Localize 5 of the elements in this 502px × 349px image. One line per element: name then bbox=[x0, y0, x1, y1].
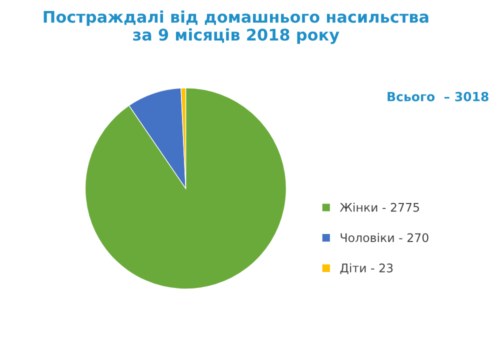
chart-title: Постраждалі від домашнього насильства за 9 місяців 2018 року bbox=[44, 10, 428, 44]
legend-label: Жінки - 2775 bbox=[340, 202, 420, 212]
legend-label: Чоловіки - 270 bbox=[340, 233, 428, 242]
legend-label: Діти - 23 bbox=[340, 263, 393, 274]
text: Всього – 3018 bbox=[388, 92, 488, 102]
